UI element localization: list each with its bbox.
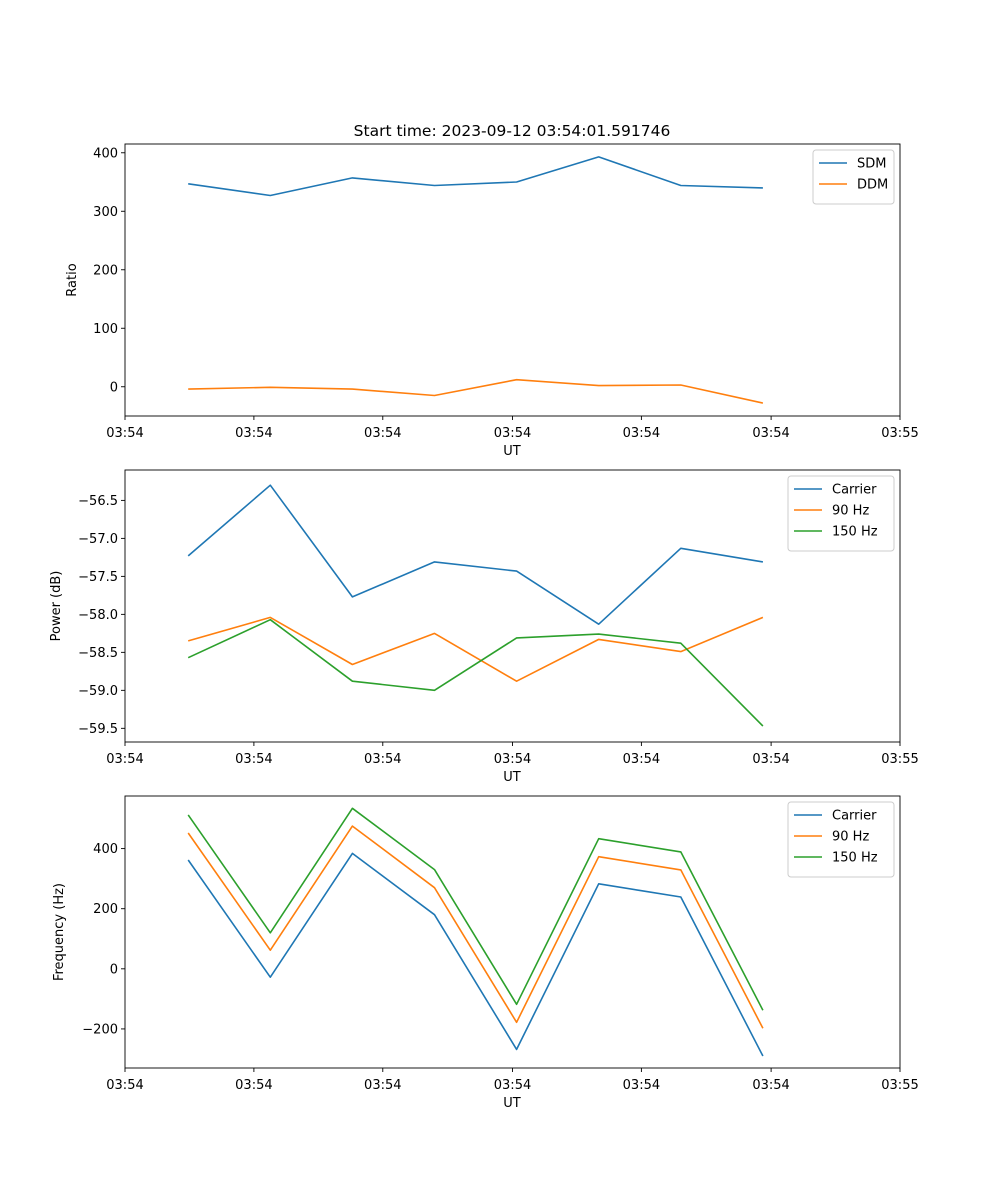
y-tick-label: 100 <box>93 322 118 337</box>
x-tick-label: 03:54 <box>106 752 143 767</box>
x-tick-label: 03:54 <box>364 752 401 767</box>
x-tick-label: 03:54 <box>752 426 789 441</box>
chart-panels: 03:54 03:54 03:54 03:54 03:54 03:54 03:55 0 100 2… <box>49 143 919 1111</box>
y-tick-label: −57.0 <box>78 532 118 547</box>
series-line-150-hz <box>187 618 764 727</box>
legend: Carrier 90 Hz 150 Hz <box>787 475 895 552</box>
y-tick-label: 300 <box>93 205 118 220</box>
x-tick-label: 03:54 <box>623 752 660 767</box>
x-axis-label: UT <box>503 770 521 785</box>
legend-label: 90 Hz <box>832 504 869 519</box>
series-line-90-hz <box>187 616 764 683</box>
chart-panel-2: 03:54 03:54 03:54 03:54 03:54 03:54 03:55 −59.5… <box>49 469 919 785</box>
x-tick-label: 03:54 <box>235 426 272 441</box>
x-tick-label: 03:54 <box>364 1078 401 1093</box>
x-tick-label: 03:54 <box>494 1078 531 1093</box>
legend-label: 150 Hz <box>832 525 878 540</box>
legend: Carrier 90 Hz 150 Hz <box>787 801 895 878</box>
x-axis-label: UT <box>503 1096 521 1111</box>
y-axis-label: Frequency (Hz) <box>52 883 67 981</box>
y-tick-label: −59.0 <box>78 684 118 699</box>
x-tick-label: 03:54 <box>235 1078 272 1093</box>
axes-frame <box>124 795 901 1069</box>
y-tick-label: −58.0 <box>78 608 118 623</box>
series-line-sdm <box>188 156 763 197</box>
x-tick-label: 03:54 <box>235 752 272 767</box>
x-tick-label: 03:54 <box>752 752 789 767</box>
x-tick-label: 03:55 <box>881 1078 918 1093</box>
x-tick-label: 03:54 <box>623 1078 660 1093</box>
y-tick-label: 200 <box>93 902 118 917</box>
legend-label: Carrier <box>832 809 877 824</box>
legend-label: DDM <box>857 178 888 193</box>
legend-label: SDM <box>857 157 886 172</box>
y-tick-label: 0 <box>110 380 118 395</box>
x-tick-label: 03:54 <box>494 426 531 441</box>
series-line-150-hz <box>187 807 764 1011</box>
axes-frame <box>124 143 901 417</box>
y-tick-label: −58.5 <box>78 646 118 661</box>
x-tick-label: 03:55 <box>881 426 918 441</box>
y-tick-label: −59.5 <box>78 722 118 737</box>
y-axis-label: Ratio <box>65 263 80 296</box>
y-tick-label: 400 <box>93 842 118 857</box>
x-tick-label: 03:54 <box>752 1078 789 1093</box>
legend-label: 150 Hz <box>832 851 878 866</box>
x-tick-label: 03:54 <box>494 752 531 767</box>
y-tick-label: 200 <box>93 263 118 278</box>
axes-frame <box>124 469 901 743</box>
series-line-carrier <box>187 852 764 1057</box>
x-axis-label: UT <box>503 444 521 459</box>
chart-panel-3: 03:54 03:54 03:54 03:54 03:54 03:54 03:55 −200 0… <box>52 795 919 1111</box>
figure-title: Start time: 2023-09-12 03:54:01.591746 <box>354 122 671 140</box>
x-tick-label: 03:54 <box>364 426 401 441</box>
legend-label: 90 Hz <box>832 830 869 845</box>
y-tick-label: 400 <box>93 146 118 161</box>
y-tick-label: −56.5 <box>78 494 118 509</box>
legend-label: Carrier <box>832 483 877 498</box>
y-tick-label: 0 <box>110 962 118 977</box>
chart-panel-1: 03:54 03:54 03:54 03:54 03:54 03:54 03:55 0 100 2… <box>65 143 919 459</box>
legend: SDM DDM <box>812 149 895 205</box>
x-tick-label: 03:54 <box>106 1078 143 1093</box>
x-tick-label: 03:55 <box>881 752 918 767</box>
series-line-carrier <box>187 484 764 626</box>
y-tick-label: −200 <box>82 1022 118 1037</box>
series-line-ddm <box>188 378 764 404</box>
x-tick-label: 03:54 <box>106 426 143 441</box>
y-axis-label: Power (dB) <box>49 571 64 642</box>
y-tick-label: −57.5 <box>78 570 118 585</box>
legend-box <box>787 801 895 878</box>
series-line-90-hz <box>187 825 764 1029</box>
legend-box <box>787 475 895 552</box>
x-tick-label: 03:54 <box>623 426 660 441</box>
